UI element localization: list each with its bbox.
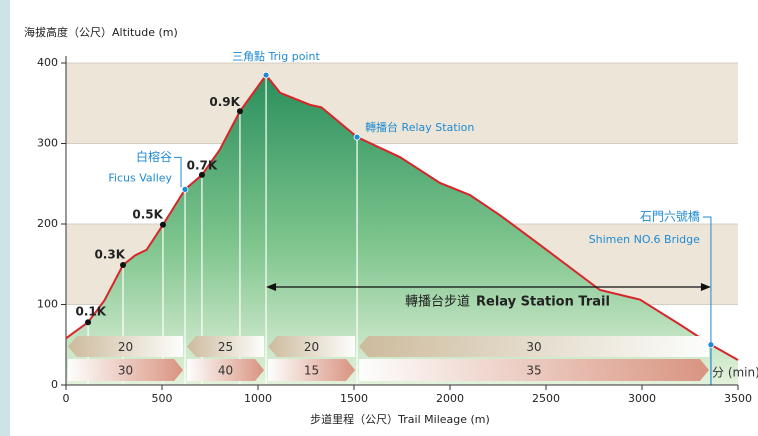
time-unit: 分 (min) [712, 366, 758, 380]
x-tick-label: 1000 [244, 392, 272, 405]
x-tick-label: 2000 [436, 392, 464, 405]
time-label: 40 [218, 364, 233, 378]
marker-dot [199, 172, 205, 178]
x-tick-label: 3500 [724, 392, 752, 405]
marker-label: 0.5K [132, 207, 163, 221]
trail-sublabel: Relay Station Trail [476, 295, 610, 310]
poi-sublabel: Shimen NO.6 Bridge [589, 233, 700, 246]
y-tick-label: 0 [51, 378, 58, 391]
poi-label: 三角點 Trig point [232, 50, 320, 63]
time-label: 25 [218, 340, 233, 354]
y-axis-title: 海拔高度（公尺）Altitude (m) [24, 25, 178, 39]
x-tick-label: 500 [152, 392, 173, 405]
marker-dot [237, 108, 243, 114]
x-tick-label: 2500 [532, 392, 560, 405]
marker-dot [120, 262, 126, 268]
y-tick-label: 300 [37, 137, 58, 150]
marker-label: 0.3K [94, 248, 125, 262]
x-tick-label: 1500 [340, 392, 368, 405]
x-tick-label: 3000 [628, 392, 656, 405]
trail-label: 轉播台步道 [405, 295, 470, 310]
time-label: 30 [526, 340, 541, 354]
callout [174, 157, 181, 187]
time-label: 30 [118, 364, 133, 378]
x-axis-title: 步道里程（公尺）Trail Mileage (m) [310, 412, 490, 426]
time-label: 20 [118, 340, 133, 354]
poi-dot [182, 186, 188, 192]
side-strip [0, 0, 10, 436]
time-label: 35 [526, 364, 541, 378]
marker-dot [160, 222, 166, 228]
marker-dot [85, 319, 91, 325]
poi-label: 轉播台 Relay Station [365, 120, 474, 134]
poi-label: 白榕谷 [136, 149, 172, 164]
marker-label: 0.9K [209, 95, 240, 109]
chart: 海拔高度（公尺）Altitude (m) 步道里程（公尺）Trail Milea… [0, 0, 758, 436]
marker-label: 0.7K [187, 158, 218, 172]
marker-label: 0.1K [76, 305, 107, 319]
y-tick-label: 100 [37, 298, 58, 311]
time-label: 20 [304, 340, 319, 354]
y-tick-label: 200 [37, 217, 58, 230]
time-label: 15 [304, 364, 319, 378]
poi-sublabel: Ficus Valley [108, 171, 172, 184]
poi-dot [263, 72, 269, 78]
poi-label: 石門六號橋 [640, 210, 700, 224]
y-tick-label: 400 [37, 56, 58, 69]
poi-dot [354, 134, 360, 140]
x-tick-label: 0 [63, 392, 70, 405]
